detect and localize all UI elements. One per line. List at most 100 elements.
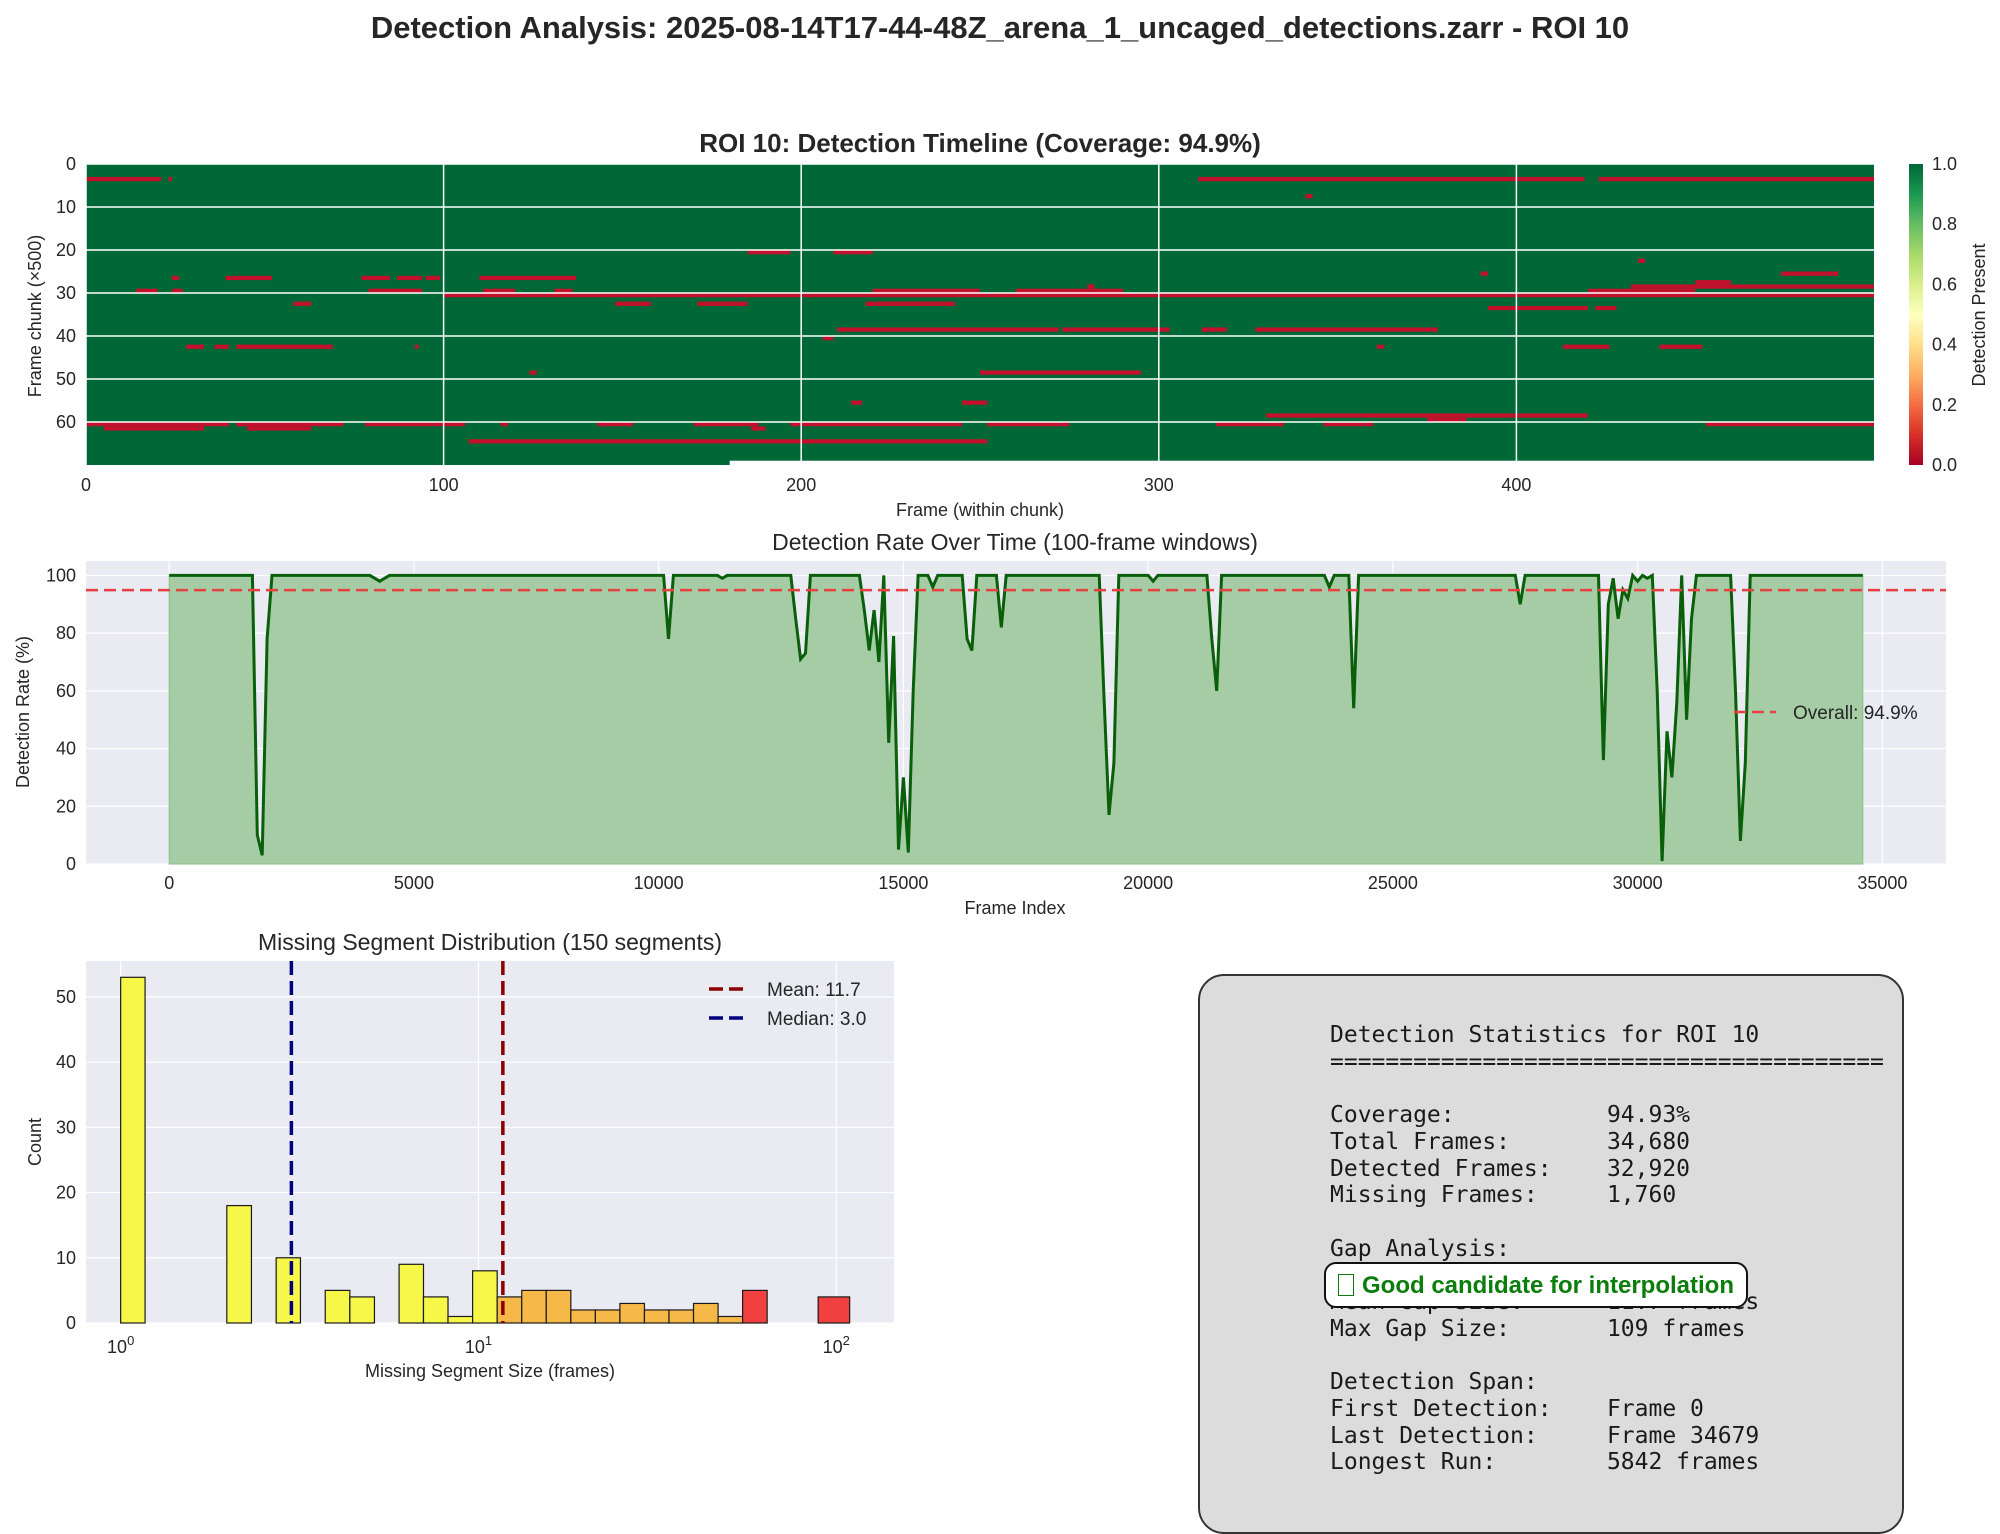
rate-x-tick-label: 0 bbox=[164, 873, 174, 893]
statistics-line: Total Frames: 34,680 bbox=[1330, 1128, 1691, 1155]
missing-segment bbox=[364, 422, 466, 427]
histogram-bar bbox=[817, 1296, 851, 1324]
heatmap-x-tick-label: 400 bbox=[1501, 475, 1531, 495]
statistics-line: Longest Run: 5842 frames bbox=[1330, 1449, 1760, 1476]
statistics-line: Detection Statistics for ROI 10 bbox=[1330, 1022, 1760, 1048]
heatmap-x-label: Frame (within chunk) bbox=[896, 500, 1064, 520]
missing-segment bbox=[554, 288, 573, 293]
missing-segment bbox=[168, 176, 172, 182]
missing-segment bbox=[214, 344, 230, 349]
heatmap-x-tick-label: 300 bbox=[1144, 475, 1174, 495]
missing-segment bbox=[1201, 327, 1227, 332]
missing-segment bbox=[1480, 271, 1488, 276]
histogram-bar bbox=[643, 1309, 670, 1324]
missing-segment bbox=[361, 275, 390, 281]
missing-segment bbox=[171, 275, 179, 281]
histogram-bar bbox=[619, 1302, 646, 1324]
rate-x-tick-label: 15000 bbox=[878, 873, 928, 893]
empty-tail-cell bbox=[729, 460, 1875, 465]
colorbar-ticks: 0.0 0.2 0.4 0.6 0.8 1.0 bbox=[1932, 154, 1957, 475]
missing-segment bbox=[236, 422, 344, 427]
histogram-y-tick-label: 40 bbox=[56, 1052, 76, 1072]
missing-segment bbox=[1255, 327, 1438, 332]
rate-y-tick-label: 100 bbox=[46, 565, 76, 585]
histogram-bar bbox=[717, 1315, 744, 1324]
rate-title: Detection Rate Over Time (100-frame wind… bbox=[772, 529, 1258, 555]
missing-segment bbox=[836, 327, 1059, 332]
colorbar bbox=[1909, 164, 1923, 465]
legend-mean-label: Mean: 11.7 bbox=[767, 980, 861, 1001]
heatmap-x-tick-label: 200 bbox=[786, 475, 816, 495]
missing-segment bbox=[293, 301, 312, 306]
rate-x-tick-label: 10000 bbox=[634, 873, 684, 893]
missing-segment bbox=[1562, 344, 1610, 349]
legend-median-label: Median: 3.0 bbox=[767, 1009, 866, 1030]
histogram-y-ticks: 0 10 20 30 40 50 bbox=[56, 987, 76, 1333]
missing-segment bbox=[103, 426, 205, 431]
missing-segment bbox=[1015, 288, 1124, 293]
legend-overall-label: Overall: 94.9% bbox=[1793, 703, 1918, 724]
page-title: Detection Analysis: 2025-08-14T17-44-48Z… bbox=[370, 10, 1630, 45]
colorbar-tick-label: 0.8 bbox=[1932, 214, 1957, 234]
heatmap-title: ROI 10: Detection Timeline (Coverage: 94… bbox=[699, 128, 1261, 158]
histogram-bar bbox=[668, 1309, 695, 1324]
missing-segment bbox=[751, 426, 766, 431]
missing-segment bbox=[86, 422, 230, 427]
histogram-bar bbox=[422, 1296, 449, 1324]
heatmap-x-tick-label: 0 bbox=[81, 475, 91, 495]
missing-segment bbox=[865, 301, 955, 306]
missing-segment bbox=[1323, 422, 1374, 427]
colorbar-tick-label: 1.0 bbox=[1932, 154, 1957, 174]
rate-x-ticks: 0 5000 10000 15000 20000 25000 30000 35000 bbox=[164, 873, 1907, 893]
missing-segment bbox=[468, 439, 988, 444]
statistics-text: Detection Statistics for ROI 10 ========… bbox=[1330, 1022, 1884, 1476]
missing-segment bbox=[962, 400, 988, 405]
missing-segment bbox=[414, 344, 419, 349]
missing-segment bbox=[833, 250, 873, 255]
statistics-line: Detection Span: bbox=[1330, 1369, 1538, 1396]
rate-y-tick-label: 20 bbox=[56, 796, 76, 816]
heatmap-x-tick-label: 100 bbox=[429, 475, 459, 495]
verdict-label: Good candidate for interpolation bbox=[1362, 1272, 1734, 1299]
missing-segment bbox=[136, 288, 158, 293]
missing-segment bbox=[186, 344, 205, 349]
histogram-bar bbox=[692, 1302, 719, 1324]
heatmap-y-tick-label: 50 bbox=[56, 369, 76, 389]
missing-segment bbox=[1659, 344, 1703, 349]
rate-line bbox=[169, 572, 1863, 862]
rate-x-label: Frame Index bbox=[964, 898, 1065, 918]
missing-segment bbox=[171, 288, 183, 293]
missing-segment bbox=[482, 288, 516, 293]
histogram-y-tick-label: 10 bbox=[56, 1248, 76, 1268]
heatmap-y-label: Frame chunk (×500) bbox=[25, 235, 45, 398]
histogram-bar bbox=[742, 1289, 768, 1324]
missing-segment bbox=[1587, 288, 1696, 293]
missing-segment bbox=[225, 275, 272, 281]
rate-y-label: Detection Rate (%) bbox=[13, 636, 33, 788]
missing-segment bbox=[1427, 417, 1467, 422]
histogram-bar bbox=[275, 1257, 302, 1324]
missing-segment bbox=[1781, 271, 1839, 276]
missing-segment bbox=[1705, 422, 1874, 427]
missing-segment bbox=[397, 275, 423, 281]
histogram-bar bbox=[447, 1315, 474, 1324]
statistics-panel bbox=[1198, 974, 1904, 1534]
missing-segment bbox=[1595, 305, 1617, 311]
histogram-panel: Missing Segment Distribution (150 segmen… bbox=[25, 929, 894, 1381]
statistics-line: Last Detection: Frame 34679 bbox=[1330, 1422, 1760, 1449]
histogram-y-tick-label: 20 bbox=[56, 1183, 76, 1203]
heatmap-y-tick-label: 20 bbox=[56, 240, 76, 260]
histogram-bar bbox=[570, 1309, 596, 1324]
colorbar-tick-label: 0.4 bbox=[1932, 335, 1957, 355]
histogram-bar bbox=[398, 1263, 425, 1324]
rate-y-tick-label: 60 bbox=[56, 681, 76, 701]
heatmap-y-tick-label: 30 bbox=[56, 283, 76, 303]
rate-x-tick-label: 25000 bbox=[1368, 873, 1418, 893]
rate-x-tick-label: 30000 bbox=[1613, 873, 1663, 893]
missing-segment bbox=[872, 288, 980, 293]
histogram-x-tick-label: 100 bbox=[107, 1333, 134, 1357]
rate-x-tick-label: 5000 bbox=[394, 873, 434, 893]
histogram-y-label: Count bbox=[25, 1118, 45, 1166]
missing-segment bbox=[697, 301, 748, 306]
